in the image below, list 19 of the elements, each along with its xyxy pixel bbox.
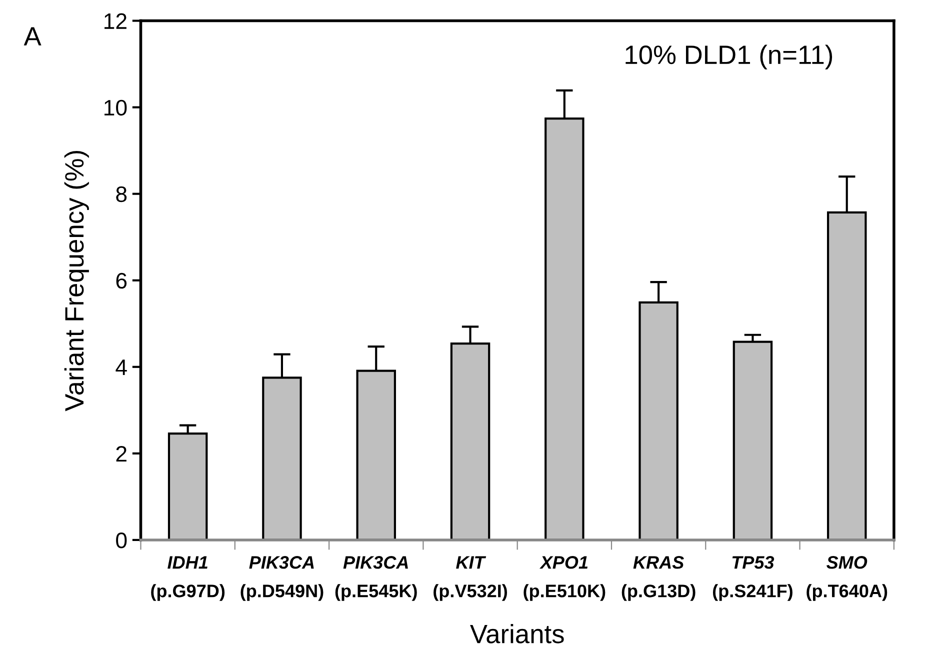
y-tick-label: 2 [116,446,126,462]
x-tick-label: SMO (p.T640A) [806,556,888,601]
y-tick-label: 10 [104,100,127,116]
x-tick-label: IDH1 (p.G97D) [151,556,225,601]
x-tick-label: KIT (p.V532I) [434,556,507,601]
x-tick-label: PIK3CA (p.E545K) [335,556,417,601]
y-tick-label: 6 [116,272,127,289]
x-tick-label: XPO1 (p.E510K) [524,556,606,601]
y-axis-title: Variant Frequency (%) [64,150,89,412]
y-tick-label: 8 [116,186,127,202]
annotation: 10% DLD1 (n=11) [626,44,832,70]
y-tick-label: 4 [116,360,127,375]
x-tick-label: TP53 (p.S241F) [712,556,792,601]
x-tick-label: KRAS (p.G13D) [622,556,696,601]
text: A [24,27,42,46]
y-tick-label: 0 [116,532,127,548]
x-tick-label: PIK3CA (p.D549N) [240,556,324,601]
x-axis-title: Variants [470,624,564,644]
y-tick-label: 12 [104,13,126,29]
